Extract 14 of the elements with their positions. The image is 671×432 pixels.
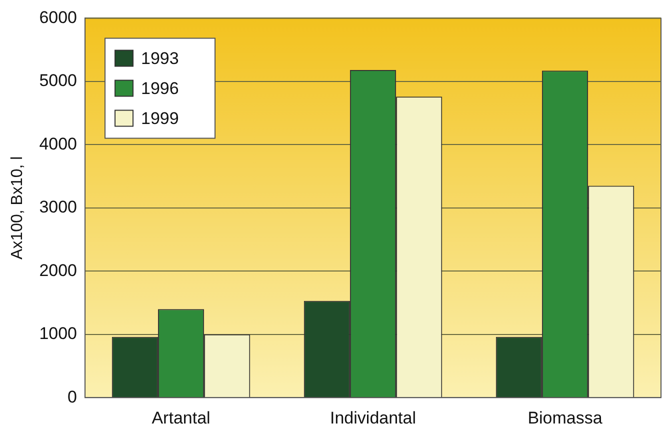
y-tick-label: 0 xyxy=(68,387,78,406)
legend-label: 1993 xyxy=(141,48,179,68)
legend-label: 1996 xyxy=(141,78,179,98)
y-axis-title: Ax100, Bx10, l xyxy=(9,156,26,260)
y-tick-label: 1000 xyxy=(39,324,78,344)
y-tick-label: 2000 xyxy=(39,260,78,280)
y-tick-label: 6000 xyxy=(39,8,78,27)
x-tick-label: Artantal xyxy=(152,408,210,428)
y-tick-label: 4000 xyxy=(39,134,78,154)
x-tick-label: Individantal xyxy=(330,408,416,428)
y-tick-label: 5000 xyxy=(39,71,78,90)
legend-label: 1999 xyxy=(141,108,179,128)
x-tick-label: Biomassa xyxy=(528,408,603,428)
y-tick-label: 3000 xyxy=(39,198,78,217)
